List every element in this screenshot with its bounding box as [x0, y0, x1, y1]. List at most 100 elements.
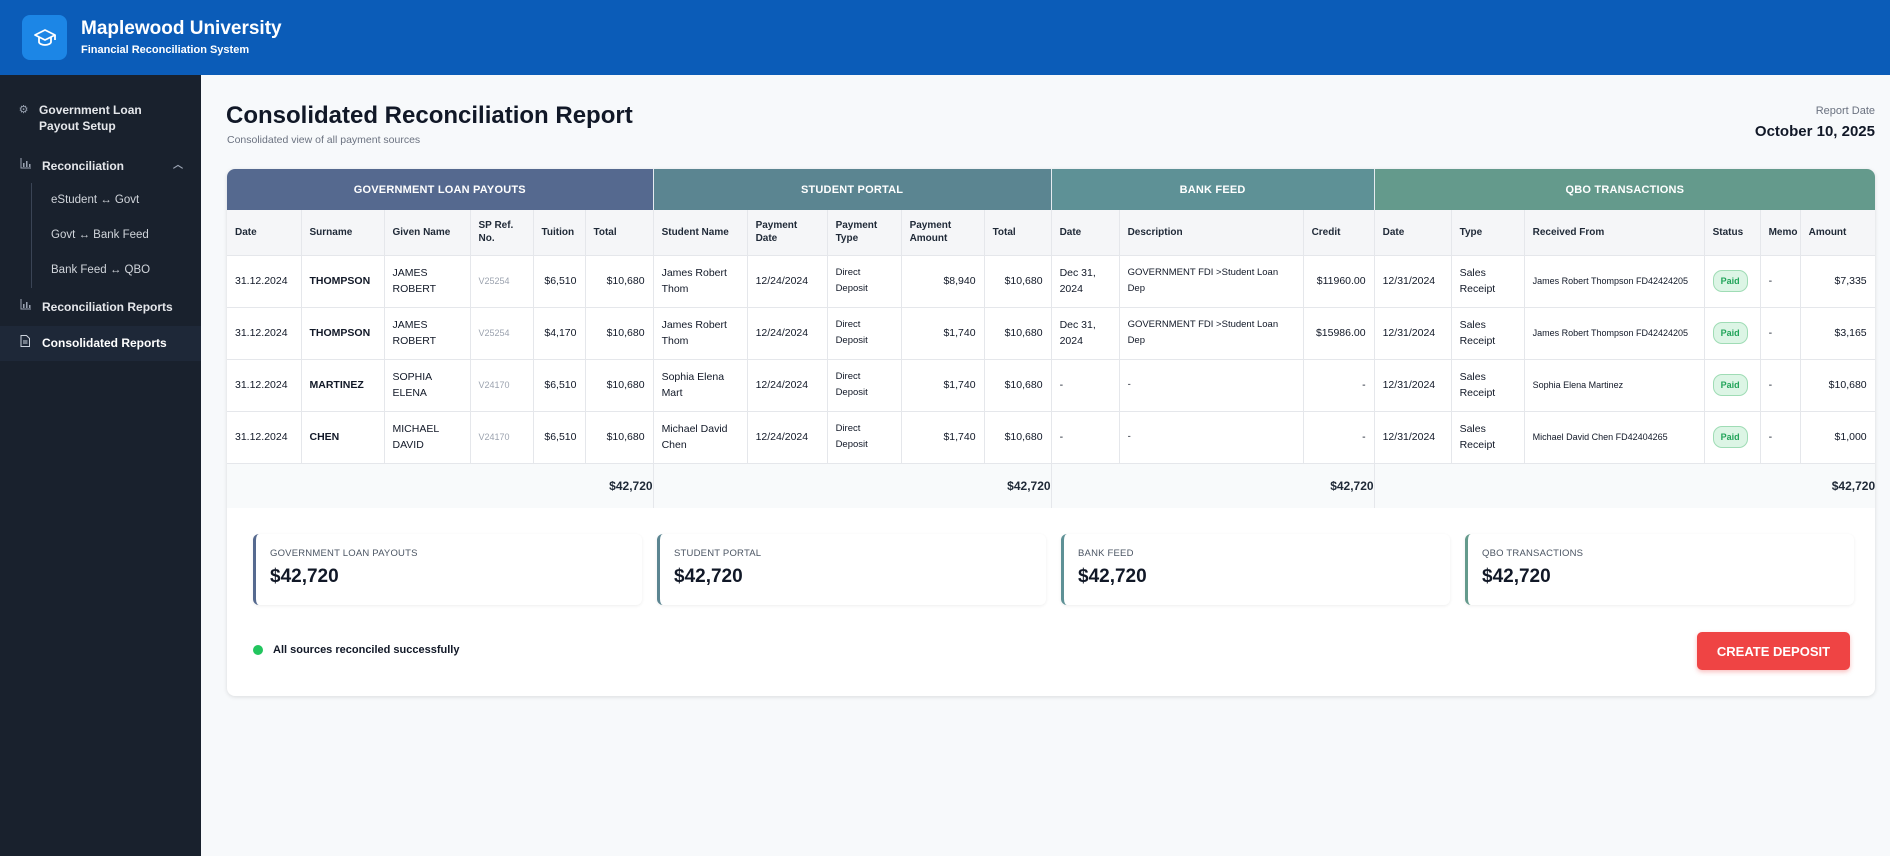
- table-cell: JAMES ROBERT: [384, 307, 471, 360]
- table-cell: $6,510: [533, 255, 586, 308]
- bar-chart-icon: [18, 158, 32, 174]
- table-cell: Paid: [1704, 411, 1761, 464]
- summary-label: QBO TRANSACTIONS: [1482, 548, 1584, 559]
- table-cell: Sales Receipt: [1451, 307, 1525, 360]
- sidebar-subitem-bank-qbo[interactable]: Bank Feed ↔ QBO: [51, 264, 151, 276]
- table-row[interactable]: 31.12.2024 CHEN MICHAEL DAVID V24170 $6,510 $…: [227, 411, 1875, 464]
- sidebar-item-reconciliation[interactable]: Reconciliation ︿: [0, 149, 201, 183]
- table-cell: 12/31/2024: [1374, 255, 1452, 308]
- group-header-qbo: QBO TRANSACTIONS: [1373, 169, 1875, 210]
- table-cell: James Robert Thompson FD42424205: [1524, 255, 1705, 308]
- table-cell: V24170: [470, 359, 534, 412]
- table-cell: THOMPSON: [301, 255, 385, 308]
- document-icon: [18, 335, 32, 352]
- summary-card-qbo: QBO TRANSACTIONS $42,720: [1465, 534, 1854, 605]
- summary-card-portal: STUDENT PORTAL $42,720: [657, 534, 1046, 605]
- table-cell: GOVERNMENT FDI >Student Loan Dep: [1119, 307, 1304, 360]
- column-header: Type: [1451, 210, 1525, 256]
- bar-chart-icon: [18, 299, 32, 315]
- status-badge: Paid: [1712, 374, 1748, 396]
- column-header: Payment Amount: [901, 210, 985, 256]
- table-cell: $10,680: [984, 307, 1052, 360]
- column-header: Received From: [1524, 210, 1705, 256]
- table-cell: $10,680: [1800, 359, 1875, 412]
- table-cell: $10,680: [585, 307, 654, 360]
- table-cell: 12/31/2024: [1374, 359, 1452, 412]
- table-cell: $6,510: [533, 411, 586, 464]
- table-cell: V25254: [470, 307, 534, 360]
- column-header: Date: [1051, 210, 1120, 256]
- column-header: Tuition: [533, 210, 586, 256]
- group-header-bank: BANK FEED: [1050, 169, 1375, 210]
- table-cell: $7,335: [1800, 255, 1875, 308]
- table-cell: Sophia Elena Martinez: [1524, 359, 1705, 412]
- sidebar-subitem-govt-bank[interactable]: Govt ↔ Bank Feed: [51, 229, 149, 241]
- table-cell: $1,740: [901, 411, 985, 464]
- total-qbo: $42,720: [1800, 463, 1875, 508]
- create-deposit-button[interactable]: CREATE DEPOSIT: [1697, 632, 1850, 670]
- table-cell: James Robert Thom: [653, 307, 748, 360]
- sidebar-item-loan-payout-setup[interactable]: ⚙ Government Loan Payout Setup: [0, 93, 201, 143]
- table-row[interactable]: 31.12.2024 THOMPSON JAMES ROBERT V25254 $4,1…: [227, 307, 1875, 360]
- summary-value: $42,720: [1482, 566, 1551, 587]
- reconciliation-subnav: eStudent ↔ Govt Govt ↔ Bank Feed Bank Fe…: [31, 183, 201, 288]
- table-cell: V24170: [470, 411, 534, 464]
- table-cell: MICHAEL DAVID: [384, 411, 471, 464]
- table-cell: Sales Receipt: [1451, 255, 1525, 308]
- sidebar-item-label: Reconciliation Reports: [42, 300, 173, 314]
- table-cell: 12/31/2024: [1374, 307, 1452, 360]
- table-cell: GOVERNMENT FDI >Student Loan Dep: [1119, 255, 1304, 308]
- table-cell: $8,940: [901, 255, 985, 308]
- table-cell: Michael David Chen: [653, 411, 748, 464]
- summary-card-bank: BANK FEED $42,720: [1061, 534, 1450, 605]
- table-cell: $11960.00: [1303, 255, 1375, 308]
- table-cell: -: [1760, 411, 1801, 464]
- column-header: Date: [1374, 210, 1452, 256]
- table-cell: 31.12.2024: [227, 307, 302, 360]
- sidebar-subitem-estudent-govt[interactable]: eStudent ↔ Govt: [51, 194, 140, 206]
- app-title: Maplewood University: [81, 17, 282, 39]
- gear-icon: ⚙: [18, 104, 29, 116]
- sidebar: ⚙ Government Loan Payout Setup Reconcili…: [0, 75, 201, 856]
- table-cell: Dec 31, 2024: [1051, 307, 1120, 360]
- group-header-portal: STUDENT PORTAL: [652, 169, 1052, 210]
- column-header: Amount: [1800, 210, 1875, 256]
- table-cell: -: [1051, 411, 1120, 464]
- report-card: GOVERNMENT LOAN PAYOUTS STUDENT PORTAL B…: [227, 169, 1875, 696]
- table-cell: Sophia Elena Mart: [653, 359, 748, 412]
- app-header: Maplewood University Financial Reconcili…: [0, 0, 1890, 75]
- reconciliation-table: GOVERNMENT LOAN PAYOUTS STUDENT PORTAL B…: [227, 169, 1875, 508]
- table-cell: James Robert Thom: [653, 255, 748, 308]
- summary-value: $42,720: [270, 566, 339, 587]
- table-cell: $3,165: [1800, 307, 1875, 360]
- summary-label: GOVERNMENT LOAN PAYOUTS: [270, 548, 418, 559]
- table-cell: $6,510: [533, 359, 586, 412]
- table-row[interactable]: 31.12.2024 THOMPSON JAMES ROBERT V25254 $6,5…: [227, 255, 1875, 308]
- table-row[interactable]: 31.12.2024 MARTINEZ SOPHIA ELENA V24170 $6,5…: [227, 359, 1875, 412]
- sidebar-item-reconciliation-reports[interactable]: Reconciliation Reports: [0, 290, 201, 324]
- page-title: Consolidated Reconciliation Report: [226, 102, 633, 129]
- table-cell: Direct Deposit: [827, 255, 902, 308]
- table-cell: Paid: [1704, 255, 1761, 308]
- totals-row: $42,720 $42,720 $42,720 $42,720: [227, 463, 1875, 508]
- summary-label: BANK FEED: [1078, 548, 1134, 559]
- status-badge: Paid: [1712, 426, 1748, 448]
- table-cell: JAMES ROBERT: [384, 255, 471, 308]
- table-cell: $10,680: [585, 359, 654, 412]
- summary-value: $42,720: [674, 566, 743, 587]
- summary-value: $42,720: [1078, 566, 1147, 587]
- report-date-label: Report Date: [1815, 105, 1875, 117]
- table-cell: $10,680: [585, 411, 654, 464]
- success-dot-icon: [253, 645, 263, 655]
- column-header: Given Name: [384, 210, 471, 256]
- table-cell: Sales Receipt: [1451, 359, 1525, 412]
- table-cell: Dec 31, 2024: [1051, 255, 1120, 308]
- status-badge: Paid: [1712, 322, 1748, 344]
- table-cell: $10,680: [585, 255, 654, 308]
- table-cell: 12/24/2024: [747, 411, 828, 464]
- column-header: Memo: [1760, 210, 1801, 256]
- chevron-up-icon[interactable]: ︿: [173, 160, 183, 171]
- sidebar-item-consolidated-reports[interactable]: Consolidated Reports: [0, 326, 201, 361]
- table-cell: 12/24/2024: [747, 255, 828, 308]
- table-cell: Direct Deposit: [827, 359, 902, 412]
